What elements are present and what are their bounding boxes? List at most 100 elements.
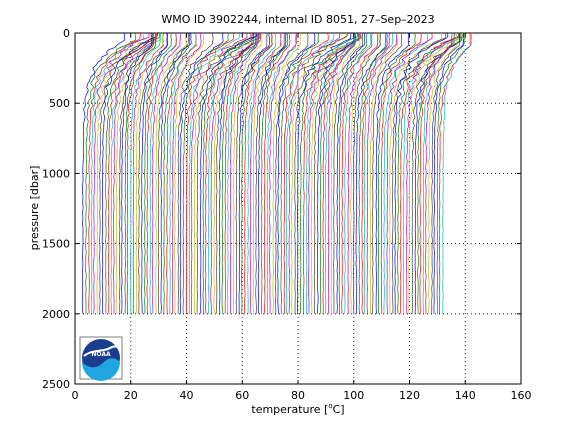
profile-line bbox=[319, 33, 355, 314]
profile-line bbox=[163, 33, 191, 314]
profile-line bbox=[241, 33, 273, 314]
y-axis: 0 500 1000 1500 2000 2500 bbox=[42, 27, 521, 391]
x-tick-label: 140 bbox=[455, 389, 476, 402]
profile-line bbox=[377, 33, 416, 314]
profile-line bbox=[358, 33, 386, 314]
profile-line bbox=[425, 33, 453, 314]
profile-line bbox=[155, 33, 187, 314]
y-tick-label: 2500 bbox=[42, 378, 70, 391]
x-tick-label: 100 bbox=[343, 389, 364, 402]
profile-line bbox=[171, 33, 202, 314]
profile-line bbox=[322, 33, 356, 314]
profile-line bbox=[213, 33, 259, 314]
profile-line bbox=[317, 33, 356, 314]
profile-line bbox=[275, 33, 309, 314]
y-tick-label: 1500 bbox=[42, 238, 70, 251]
x-axis-label: temperature [oC] bbox=[251, 402, 344, 416]
profile-line bbox=[218, 33, 254, 314]
profile-line bbox=[297, 33, 352, 314]
profile-line bbox=[238, 33, 270, 314]
profile-line bbox=[372, 33, 403, 314]
profile-line bbox=[419, 33, 455, 314]
profile-line bbox=[174, 33, 204, 314]
profile-line bbox=[233, 33, 262, 314]
profile-line bbox=[266, 33, 297, 314]
profile-line bbox=[118, 33, 154, 314]
profile-line bbox=[146, 33, 177, 314]
profile-line bbox=[124, 33, 157, 314]
profile-line bbox=[221, 33, 256, 314]
profile-line bbox=[272, 33, 301, 314]
y-axis-label: pressure [dbar] bbox=[28, 166, 41, 251]
profile-line bbox=[160, 33, 192, 314]
x-tick-label: 60 bbox=[235, 389, 249, 402]
profile-line bbox=[433, 33, 464, 314]
x-tick-label: 20 bbox=[124, 389, 138, 402]
x-tick-label: 120 bbox=[399, 389, 420, 402]
profile-line bbox=[324, 33, 356, 314]
x-axis: 0 20 40 60 80 100 120 140 160 bbox=[72, 33, 532, 402]
profile-line bbox=[283, 33, 329, 314]
profile-line bbox=[169, 33, 197, 314]
profile-line bbox=[129, 33, 161, 314]
profile-line bbox=[313, 33, 360, 314]
profile-line bbox=[257, 33, 287, 314]
profile-line bbox=[344, 33, 372, 314]
profile-line bbox=[361, 33, 390, 314]
profile-line bbox=[261, 33, 288, 314]
profile-line bbox=[96, 33, 155, 314]
profile-line bbox=[375, 33, 410, 314]
profile-line bbox=[327, 33, 355, 314]
x-tick-label: 80 bbox=[291, 389, 305, 402]
profile-line bbox=[310, 33, 363, 314]
profile-line bbox=[408, 33, 464, 314]
profile-line bbox=[263, 33, 291, 314]
profile-line bbox=[149, 33, 177, 314]
profile-line bbox=[188, 33, 241, 314]
profile-line bbox=[294, 33, 348, 314]
profile-line bbox=[166, 33, 197, 314]
profile-line bbox=[277, 33, 316, 314]
profile-line bbox=[224, 33, 252, 314]
profile-line bbox=[392, 33, 447, 314]
profile-line bbox=[406, 33, 460, 314]
profile-line bbox=[126, 33, 154, 314]
profile-line bbox=[338, 33, 368, 314]
profile-line bbox=[244, 33, 273, 314]
svg-text:NOAA: NOAA bbox=[91, 351, 111, 358]
profile-line bbox=[336, 33, 366, 314]
profile-line bbox=[179, 33, 224, 314]
profile-line bbox=[202, 33, 259, 314]
profile-line bbox=[386, 33, 433, 314]
profile-line bbox=[397, 33, 456, 314]
y-tick-label: 0 bbox=[63, 27, 70, 40]
x-tick-label: 40 bbox=[180, 389, 194, 402]
profile-line bbox=[207, 33, 260, 314]
profile-line bbox=[190, 33, 248, 314]
profile-line bbox=[428, 33, 458, 314]
profile-line bbox=[247, 33, 277, 314]
profile-line bbox=[185, 33, 235, 314]
profile-line bbox=[235, 33, 268, 314]
profile-line bbox=[341, 33, 373, 314]
profile-line bbox=[113, 33, 157, 314]
y-tick-label: 2000 bbox=[42, 308, 70, 321]
y-tick-label: 1000 bbox=[42, 167, 70, 180]
profile-line bbox=[227, 33, 258, 314]
x-tick-label: 160 bbox=[511, 389, 532, 402]
profile-line bbox=[330, 33, 361, 314]
profile-line bbox=[255, 33, 285, 314]
profile-line bbox=[400, 33, 460, 314]
profile-line bbox=[363, 33, 394, 314]
profile-line bbox=[333, 33, 364, 314]
profile-line bbox=[141, 33, 168, 314]
profile-line bbox=[101, 33, 158, 314]
profile-line bbox=[229, 33, 258, 314]
profile-line bbox=[285, 33, 335, 314]
profile-line bbox=[380, 33, 422, 314]
profile-line bbox=[157, 33, 190, 314]
profile-line bbox=[144, 33, 172, 314]
profile-line bbox=[347, 33, 379, 314]
x-tick-label: 0 bbox=[72, 389, 79, 402]
